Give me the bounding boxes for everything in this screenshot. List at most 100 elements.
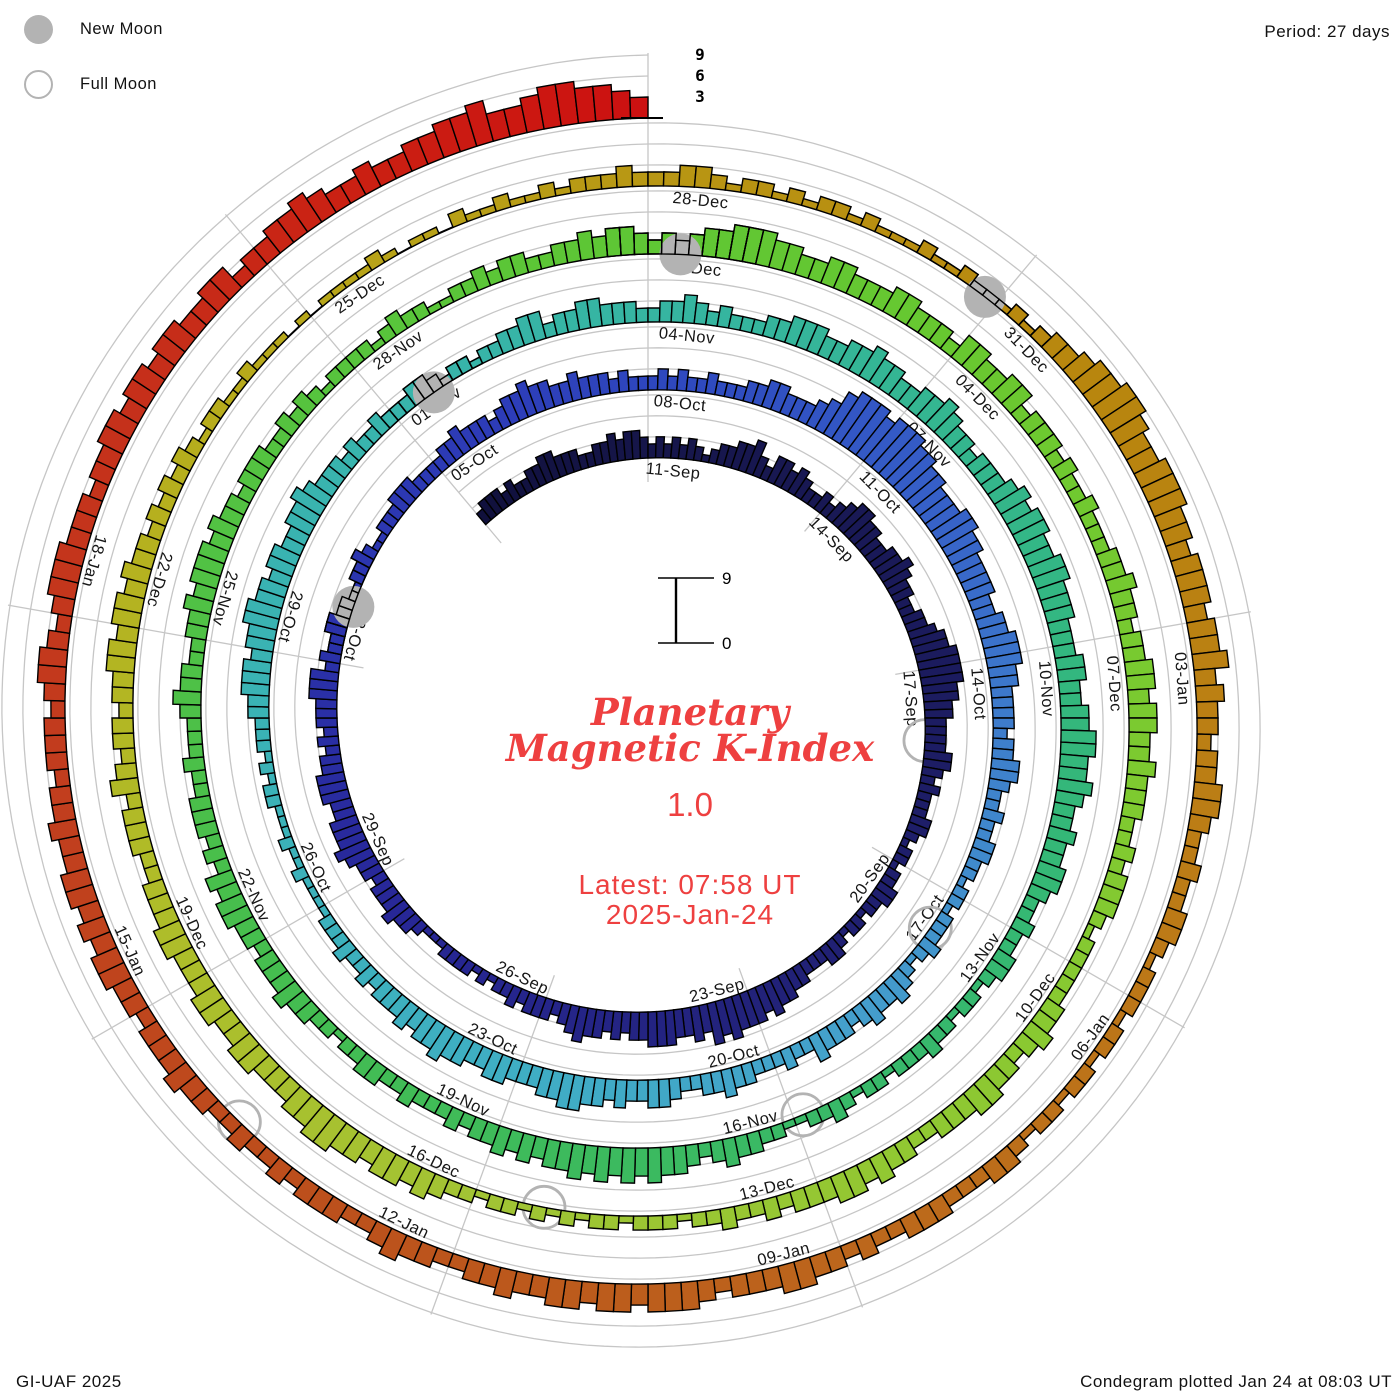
legend-new-moon: New Moon	[24, 12, 163, 46]
k-bar	[485, 1193, 506, 1213]
k-bar	[992, 727, 1008, 740]
k-bar	[628, 1011, 641, 1041]
k-bar	[366, 411, 391, 437]
center-scale-label-bottom: 0	[722, 634, 731, 653]
k-bar	[188, 794, 214, 814]
k-bar	[1051, 456, 1079, 482]
k-bar	[370, 979, 395, 1004]
k-bar	[615, 164, 634, 189]
k-bar	[1021, 1019, 1054, 1052]
k-bar	[629, 96, 649, 120]
k-bar-outline	[455, 355, 474, 376]
k-bar	[331, 939, 358, 963]
k-bar	[289, 486, 328, 517]
k-bar	[591, 235, 609, 260]
k-bar-outline	[618, 225, 636, 257]
k-bar	[618, 225, 636, 257]
k-bar	[635, 307, 649, 324]
k-bar	[1057, 679, 1082, 695]
k-bar	[106, 638, 138, 659]
k-bar	[446, 207, 469, 229]
k-bar	[291, 390, 318, 417]
k-bar	[292, 1176, 321, 1206]
k-bar	[637, 1011, 649, 1041]
k-bar	[991, 706, 1015, 719]
k-bars	[36, 80, 1230, 1313]
k-bar	[369, 877, 395, 898]
k-bar	[769, 382, 792, 414]
k-bar	[534, 1066, 555, 1099]
k-bar	[988, 674, 1020, 689]
center-scale-label-top: 9	[722, 569, 731, 588]
k-bar	[910, 943, 930, 963]
k-bar	[271, 330, 290, 349]
k-bar	[960, 343, 993, 376]
k-bar	[363, 249, 386, 272]
k-bar	[536, 379, 556, 411]
k-bar	[480, 1049, 504, 1082]
k-bar	[43, 734, 68, 754]
k-bar	[1072, 494, 1100, 518]
k-bar	[696, 1278, 717, 1303]
k-bar	[186, 717, 203, 733]
k-bar	[1148, 936, 1170, 959]
k-bar	[647, 1010, 659, 1048]
k-bar	[842, 508, 877, 541]
k-bar	[596, 371, 611, 396]
k-bar	[612, 1282, 633, 1313]
k-bar	[1031, 565, 1071, 591]
k-bar	[693, 301, 710, 326]
k-bar	[933, 411, 964, 442]
k-bar	[980, 1155, 1009, 1185]
ring-date-label: 17-Sep	[899, 670, 921, 727]
k-bar	[709, 1138, 727, 1164]
k-bar	[328, 813, 361, 834]
k-bar	[463, 99, 495, 148]
k-bar	[247, 693, 270, 708]
k-bar	[425, 1024, 456, 1062]
k-bar	[991, 696, 1015, 709]
k-bar	[1059, 704, 1090, 719]
k-bar	[890, 585, 915, 604]
bar-outline-overlays	[323, 223, 1053, 656]
k-bar	[104, 408, 140, 440]
k-bar	[751, 454, 770, 479]
k-bar	[647, 307, 661, 323]
k-bar	[90, 946, 125, 976]
chart-title-line2: Magnetic K-Index	[505, 726, 875, 770]
k-bar	[693, 165, 714, 190]
k-bar	[1189, 797, 1222, 820]
k-bar	[162, 319, 197, 353]
k-bar	[1147, 487, 1188, 518]
k-bar	[945, 892, 965, 911]
k-bar	[172, 689, 202, 706]
k-bar-outline	[425, 373, 445, 394]
k-bar	[315, 707, 338, 719]
k-bar	[197, 540, 230, 565]
k-bar	[141, 878, 169, 901]
k-bar	[586, 297, 603, 329]
k-bar	[170, 446, 199, 472]
k-bar	[953, 996, 974, 1018]
k-bar	[47, 818, 81, 842]
k-scale-center: 90	[658, 569, 731, 653]
k-bar	[633, 232, 649, 256]
k-bar	[793, 477, 814, 501]
ring-date-label: 03-Jan	[1171, 652, 1193, 707]
k-gridline-spiral	[1, 54, 1261, 1348]
k-bar	[924, 397, 960, 433]
ring-date-label: 11-Sep	[645, 460, 702, 483]
k-bar	[542, 449, 562, 482]
k-bar	[111, 670, 135, 689]
k-bar	[111, 732, 136, 750]
k-bar	[624, 1079, 639, 1102]
k-bar	[591, 83, 614, 122]
k-bar	[709, 173, 729, 191]
k-bar	[526, 310, 548, 343]
k-bar	[244, 597, 283, 621]
k-bar	[280, 1085, 313, 1118]
k-bar	[744, 439, 768, 477]
k-bar	[946, 539, 985, 567]
full-moon-label: Full Moon	[80, 74, 157, 93]
